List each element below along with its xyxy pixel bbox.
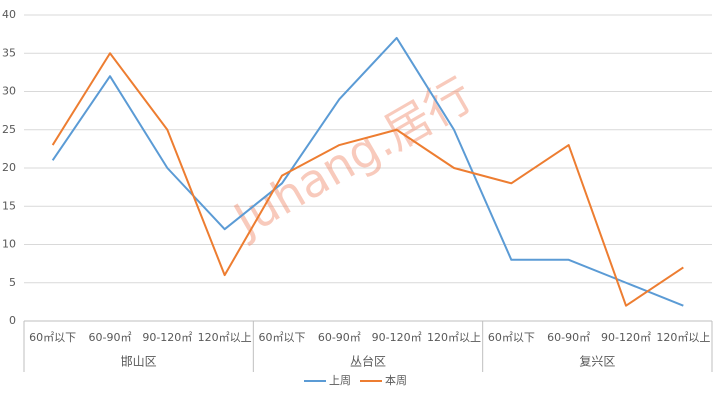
x-tick-label: 60-90㎡ <box>547 331 590 344</box>
y-tick-label: 25 <box>2 123 16 136</box>
legend-label: 上周 <box>329 374 351 387</box>
y-tick-label: 10 <box>2 238 16 251</box>
x-tick-label: 120㎡以上 <box>656 331 710 344</box>
group-label: 丛台区 <box>350 354 386 369</box>
y-tick-label: 0 <box>9 314 16 327</box>
series-line <box>51 36 684 307</box>
x-tick-label: 60㎡以下 <box>259 331 306 344</box>
y-tick-label: 35 <box>2 46 16 59</box>
x-tick-label: 60-90㎡ <box>318 331 361 344</box>
y-tick-label: 40 <box>2 8 16 21</box>
series-line <box>51 52 684 307</box>
y-tick-label: 15 <box>2 199 16 212</box>
legend-label: 本周 <box>385 373 407 387</box>
y-tick-label: 5 <box>9 276 16 289</box>
x-tick-label: 60㎡以下 <box>29 331 76 344</box>
x-tick-label: 90-120㎡ <box>142 331 192 344</box>
x-tick-label: 90-120㎡ <box>372 331 422 344</box>
y-tick-label: 20 <box>2 161 16 174</box>
group-label: 邯山区 <box>121 354 157 369</box>
y-tick-label: 30 <box>2 85 16 98</box>
x-tick-label: 60㎡以下 <box>488 331 535 344</box>
x-tick-label: 90-120㎡ <box>601 331 651 344</box>
x-tick-label: 120㎡以上 <box>427 331 481 344</box>
watermark: Juhang.居行 <box>222 67 481 248</box>
group-label: 复兴区 <box>579 355 615 369</box>
x-tick-label: 120㎡以上 <box>198 331 252 344</box>
x-tick-label: 60-90㎡ <box>89 331 132 344</box>
